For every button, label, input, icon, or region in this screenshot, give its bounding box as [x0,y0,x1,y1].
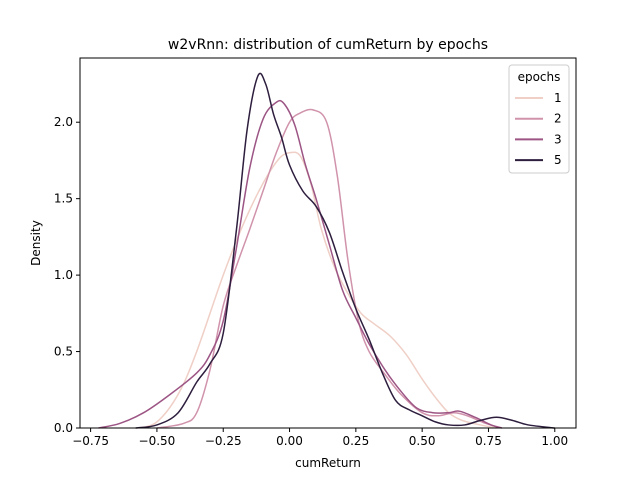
legend: epochs 1 2 3 5 [508,64,570,174]
y-tick-label: 0.0 [54,421,73,435]
legend-items: 1 2 3 5 [515,91,562,167]
legend-title: epochs [518,70,561,84]
x-tick-label: 0.75 [475,434,502,448]
series-line-epoch-2 [156,108,502,429]
x-tick-label: −0.25 [205,434,242,448]
chart-title: w2vRnn: distribution of cumReturn by epo… [168,37,488,53]
x-tick-label: −0.50 [139,434,176,448]
series-line-epoch-3 [98,99,502,429]
x-axis-label: cumReturn [295,456,361,470]
legend-label-3: 3 [554,132,562,146]
y-tick-label: 2.0 [54,115,73,129]
series-line-epoch-1 [138,151,497,429]
y-tick-label: 1.5 [54,192,73,206]
plot-frame [79,57,577,429]
x-tick-label: 0.50 [409,434,436,448]
series-line-epoch-5 [135,72,555,429]
x-tick-label: 0.25 [342,434,369,448]
legend-label-1: 1 [554,91,562,105]
x-axis-ticks: −0.75 −0.50 −0.25 0.00 0.25 0.50 0.75 1.00 [72,428,568,448]
x-tick-label: 0.00 [276,434,303,448]
legend-label-5: 5 [554,153,562,167]
y-tick-label: 1.0 [54,268,73,282]
x-tick-label: 1.00 [541,434,568,448]
y-tick-label: 0.5 [54,345,73,359]
y-axis-label: Density [29,220,43,266]
y-axis-ticks: 0.0 0.5 1.0 1.5 2.0 [54,115,80,435]
legend-label-2: 2 [554,112,562,126]
x-tick-label: −0.75 [72,434,109,448]
series-layer [98,72,555,429]
